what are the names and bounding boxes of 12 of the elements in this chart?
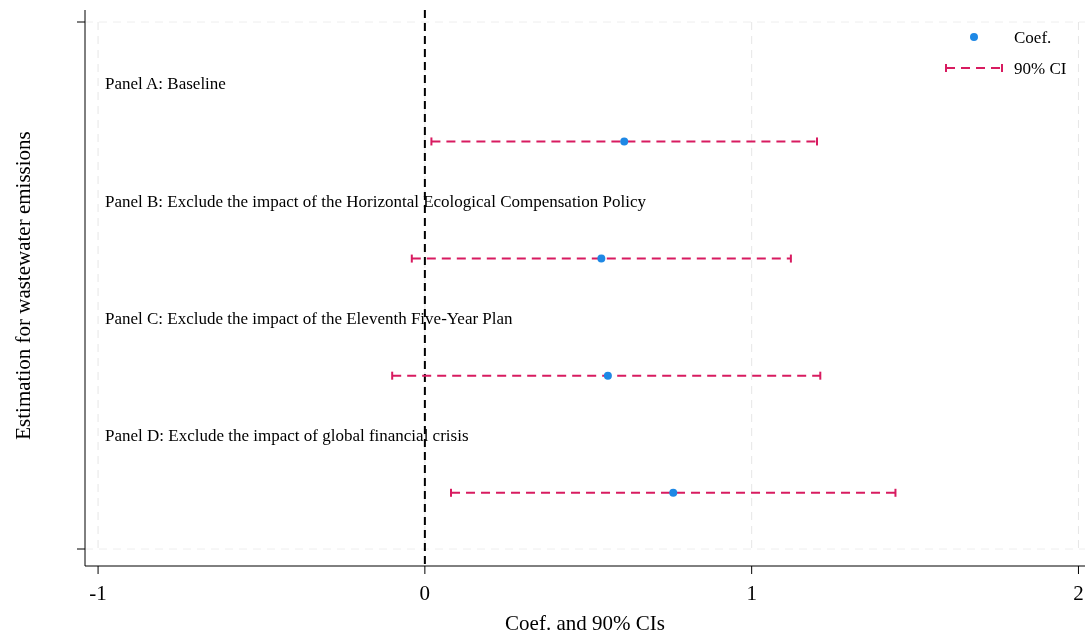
x-tick-label: 1	[746, 581, 757, 605]
x-axis-title: Coef. and 90% CIs	[505, 611, 665, 635]
annotation: 90% CI	[1014, 59, 1067, 78]
y-axis-title: Estimation for wastewater emissions	[11, 131, 35, 440]
x-tick-label: 0	[419, 581, 431, 605]
y-tick-label: Panel C: Exclude the impact of the Eleventh Five-Year Plan	[105, 308, 514, 328]
x-tick-label: -1	[89, 581, 107, 605]
legend-label: Coef.	[1014, 28, 1052, 47]
y-tick-label: Panel B: Exclude the impact of the Horizontal Ecological Compensation Policy	[105, 191, 647, 211]
y-tick-label: Panel A: Baseline	[105, 74, 226, 94]
x-tick-label: 2	[1073, 581, 1084, 605]
y-tick-label: Panel D: Exclude the impact of global financial crisis	[105, 425, 469, 445]
